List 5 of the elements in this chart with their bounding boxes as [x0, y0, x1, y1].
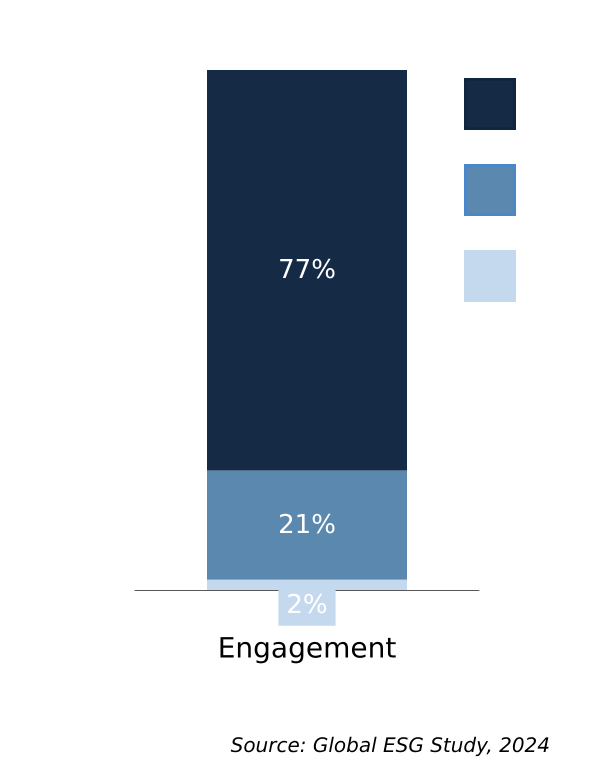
data-label: 21% — [278, 510, 336, 540]
source-note: Source: Global ESG Study, 2024 — [230, 733, 550, 757]
x-tick-label: Engagement — [218, 632, 396, 664]
data-label: 77% — [278, 255, 336, 286]
data-label: 2% — [286, 590, 328, 620]
